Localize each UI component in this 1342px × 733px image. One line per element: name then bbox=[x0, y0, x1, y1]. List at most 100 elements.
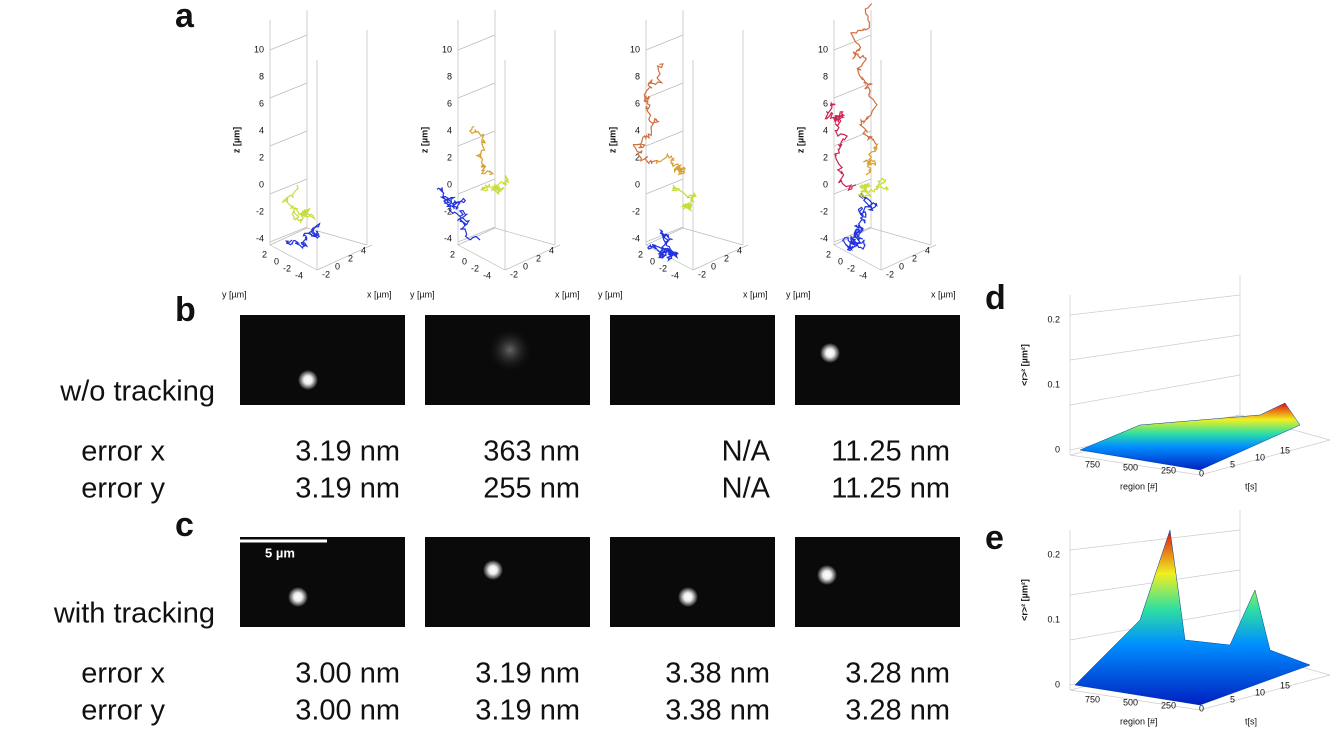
wireframe bbox=[316, 244, 373, 271]
trajectory bbox=[824, 101, 857, 192]
wireframe bbox=[833, 34, 872, 51]
z-tick-label: 2 bbox=[635, 152, 640, 162]
y-axis-label: y [µm] bbox=[786, 289, 811, 299]
wireframe bbox=[457, 82, 496, 99]
x-axis-label: x [µm] bbox=[367, 289, 392, 299]
error-x-value: N/A bbox=[722, 436, 771, 468]
x-axis-label: x [µm] bbox=[555, 289, 580, 299]
trajectory bbox=[647, 228, 679, 263]
error-x-value: 3.00 nm bbox=[295, 658, 400, 690]
z-tick-label: 8 bbox=[259, 71, 264, 81]
error-y-value: 3.00 nm bbox=[295, 695, 400, 727]
z-tick-label: 0 bbox=[447, 179, 452, 189]
wireframe bbox=[269, 34, 308, 51]
surface bbox=[1079, 402, 1301, 471]
wireframe bbox=[1069, 374, 1241, 406]
surface bbox=[1074, 529, 1311, 706]
x-tick-label: -2 bbox=[698, 269, 706, 279]
microscopy-image bbox=[795, 315, 960, 405]
z-tick-label: -4 bbox=[820, 233, 828, 243]
y-tick-label: 2 bbox=[262, 249, 267, 259]
trajectory bbox=[468, 125, 495, 175]
t-tick-label: 15 bbox=[1280, 445, 1290, 455]
z-axis-label: <r>² [µm²] bbox=[1019, 579, 1029, 621]
y-axis-label: y [µm] bbox=[222, 289, 247, 299]
t-tick-label: 15 bbox=[1280, 680, 1290, 690]
error-x-value: 11.25 nm bbox=[831, 436, 950, 468]
z-axis-label: z [µm] bbox=[419, 127, 429, 153]
z-tick-label: 0.2 bbox=[1047, 314, 1060, 324]
wireframe bbox=[682, 227, 744, 246]
error-y-label: error y bbox=[81, 473, 165, 505]
wireframe bbox=[1069, 689, 1201, 711]
z-tick-label: 0 bbox=[823, 179, 828, 189]
z-tick-label: 10 bbox=[818, 44, 828, 54]
wireframe bbox=[645, 244, 694, 271]
error-x-label: error x bbox=[81, 436, 165, 468]
z-tick-label: 8 bbox=[823, 71, 828, 81]
wireframe bbox=[1199, 674, 1331, 711]
z-axis-label: <r>² [µm²] bbox=[1019, 344, 1029, 386]
y-tick-label: -2 bbox=[659, 263, 667, 273]
z-tick-label: 6 bbox=[259, 98, 264, 108]
error-x-value: 3.19 nm bbox=[295, 436, 400, 468]
y-tick-label: -2 bbox=[283, 263, 291, 273]
z-tick-label: -4 bbox=[632, 233, 640, 243]
trajectory bbox=[857, 177, 889, 199]
x-tick-label: 2 bbox=[724, 253, 729, 263]
trajectory bbox=[480, 175, 510, 195]
x-tick-label: 0 bbox=[335, 261, 340, 271]
y-tick-label: 2 bbox=[826, 249, 831, 259]
wireframe bbox=[645, 178, 684, 195]
y-axis-label: y [µm] bbox=[410, 289, 435, 299]
x-tick-label: 2 bbox=[348, 253, 353, 263]
error-x-value: 3.38 nm bbox=[665, 658, 770, 690]
wireframe bbox=[1069, 294, 1241, 316]
z-axis-label: z [µm] bbox=[607, 127, 617, 153]
trajectory bbox=[285, 222, 321, 249]
wireframe bbox=[457, 226, 496, 243]
x-tick-label: -2 bbox=[322, 269, 330, 279]
y-tick-label: 0 bbox=[462, 256, 467, 266]
y-tick-label: 2 bbox=[638, 249, 643, 259]
z-tick-label: -2 bbox=[632, 206, 640, 216]
region-axis-label: region [#] bbox=[1120, 716, 1158, 726]
region-tick-label: 500 bbox=[1123, 697, 1138, 707]
wireframe bbox=[1069, 334, 1241, 361]
z-tick-label: -2 bbox=[444, 206, 452, 216]
x-tick-label: 0 bbox=[711, 261, 716, 271]
panel-letter: e bbox=[985, 519, 1004, 557]
y-tick-label: -4 bbox=[483, 270, 491, 280]
wireframe bbox=[457, 178, 496, 195]
region-tick-label: 250 bbox=[1161, 700, 1176, 710]
t-axis-label: t[s] bbox=[1245, 481, 1257, 491]
z-tick-label: 0.2 bbox=[1047, 549, 1060, 559]
wireframe bbox=[269, 244, 318, 271]
trajectory bbox=[632, 63, 664, 165]
error-x-value: 3.19 nm bbox=[475, 658, 580, 690]
x-tick-label: 4 bbox=[361, 245, 366, 255]
error-x-label: error x bbox=[81, 658, 165, 690]
t-tick-label: 10 bbox=[1255, 452, 1265, 462]
z-tick-label: 8 bbox=[635, 71, 640, 81]
y-tick-label: -2 bbox=[847, 263, 855, 273]
z-tick-label: 4 bbox=[447, 125, 452, 135]
trajectory bbox=[671, 184, 697, 212]
region-tick-label: 750 bbox=[1085, 694, 1100, 704]
z-tick-label: -4 bbox=[444, 233, 452, 243]
z-axis-label: z [µm] bbox=[231, 127, 241, 153]
wireframe bbox=[1199, 439, 1331, 476]
region-axis-label: region [#] bbox=[1120, 481, 1158, 491]
wireframe bbox=[870, 227, 932, 246]
wireframe bbox=[833, 226, 872, 243]
x-tick-label: 4 bbox=[737, 245, 742, 255]
bead-spot bbox=[820, 343, 840, 363]
error-x-value: 3.28 nm bbox=[845, 658, 950, 690]
error-y-value: 3.38 nm bbox=[665, 695, 770, 727]
x-tick-label: -2 bbox=[886, 269, 894, 279]
error-y-value: 3.28 nm bbox=[845, 695, 950, 727]
panel-letter: d bbox=[985, 279, 1006, 317]
wireframe bbox=[494, 227, 556, 246]
x-tick-label: -2 bbox=[510, 269, 518, 279]
